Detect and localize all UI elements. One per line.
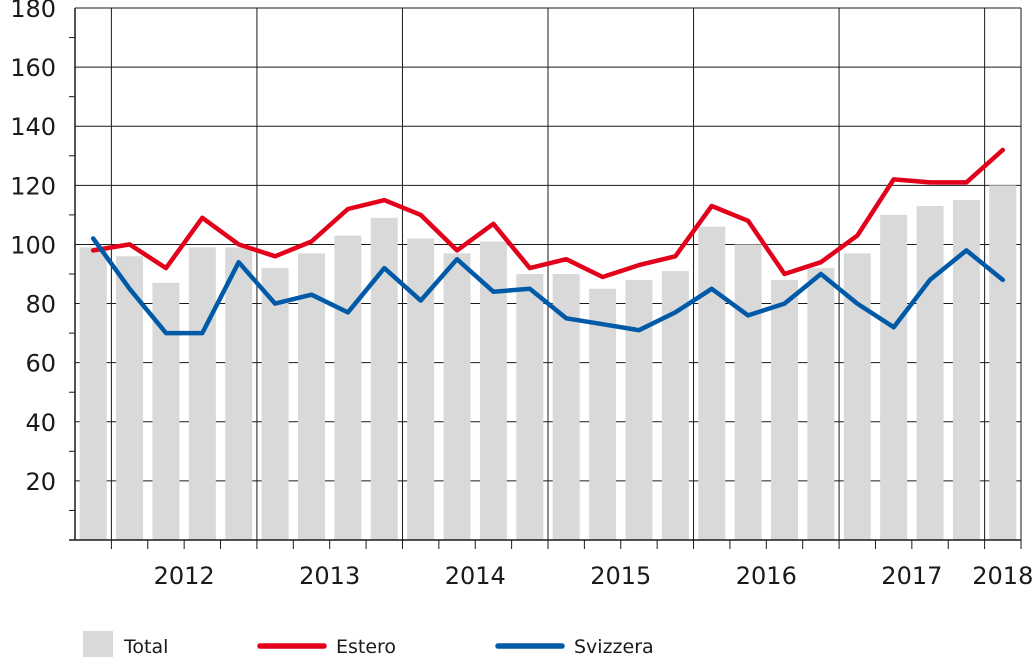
bar-total [261, 268, 289, 540]
legend-label: Svizzera [574, 636, 654, 657]
bar-total [916, 206, 944, 540]
y-tick-label: 100 [10, 231, 56, 259]
bar-total [589, 288, 617, 540]
bar-total [552, 274, 580, 540]
x-tick-label: 2017 [881, 562, 942, 590]
y-tick-label: 160 [10, 54, 56, 82]
y-tick-label: 120 [10, 172, 56, 200]
line-svizzera [90, 236, 1006, 336]
bar-total [989, 185, 1017, 541]
bar-total [625, 279, 653, 540]
legend-item-svizzera: Svizzera [495, 636, 654, 657]
y-tick-labels: 20 40 60 80 100 120 140 160 180 [10, 0, 56, 496]
legend-item-estero: Estero [257, 636, 396, 657]
y-tick-label: 140 [10, 113, 56, 141]
legend-item-total: Total [83, 631, 168, 657]
bar-total [443, 253, 471, 541]
legend: Total Estero Svizzera [83, 631, 654, 657]
x-tick-label: 2018 [972, 562, 1033, 590]
x-tick-label: 2014 [445, 562, 506, 590]
bar-total [734, 244, 762, 540]
bar-total [407, 238, 435, 541]
x-tick-labels: 2012 2013 2014 2015 2016 2017 2018 [154, 562, 1034, 590]
bar-total [807, 268, 835, 540]
line-estero [90, 147, 1006, 280]
bar-total [698, 226, 726, 540]
bar-total [771, 279, 798, 540]
bar-total [79, 247, 107, 540]
y-tick-label: 20 [25, 468, 56, 496]
x-tick-label: 2013 [299, 562, 360, 590]
legend-label: Estero [336, 636, 396, 657]
series-lines [90, 147, 1006, 336]
bar-total [152, 282, 180, 540]
bar-total [116, 256, 144, 540]
y-tick-label: 40 [25, 409, 56, 437]
total-bars [79, 185, 1017, 541]
grid [75, 7, 1022, 540]
axes [69, 8, 1022, 549]
legend-label: Total [123, 636, 168, 657]
legend-swatch [83, 631, 113, 657]
bar-total [516, 274, 544, 540]
bar-total [880, 214, 908, 540]
bar-total [334, 235, 362, 541]
x-tick-label: 2015 [590, 562, 651, 590]
bar-total [225, 247, 253, 540]
bar-total [188, 247, 216, 540]
y-tick-label: 60 [25, 350, 56, 378]
y-tick-label: 180 [10, 0, 56, 23]
x-tick-label: 2016 [736, 562, 797, 590]
x-tick-label: 2012 [154, 562, 215, 590]
y-tick-label: 80 [25, 291, 56, 319]
